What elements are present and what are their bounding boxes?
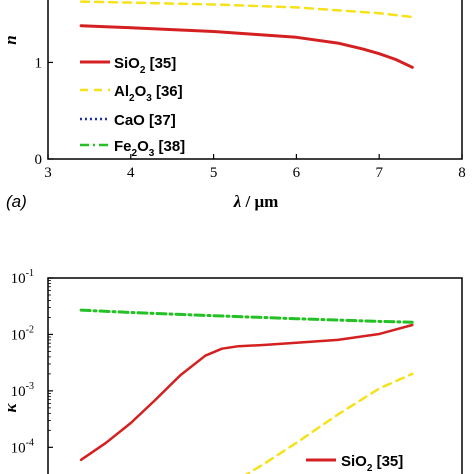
panel-a-frame (47, 0, 463, 160)
legend-entry-sio2: SiO2 [35] (80, 55, 176, 76)
panel-b-series-line-2 (79, 308, 414, 324)
panel-a-xtick-label: 7 (375, 165, 383, 181)
panel-b-plot-lines (79, 308, 414, 474)
legend-b-label-sio2: SiO2 [35] (341, 453, 403, 474)
legend-entry-fe2o3: Fe2O3 [38] (80, 138, 185, 159)
panel-a-series-line-1 (79, 0, 414, 19)
panel-b-legend: SiO2 [35] (306, 453, 403, 474)
legend-entry-al2o3: Al2O3 [36] (80, 83, 183, 104)
panel-a-legend: SiO2 [35] Al2O3 [36] CaO [37] Fe2O3 [38] (80, 55, 185, 159)
panel-b-ytick-label: 10-4 (11, 437, 34, 456)
panel-b-ytick-label: 10-3 (11, 381, 34, 400)
legend-label-cao: CaO [37] (114, 112, 176, 129)
panel-a-ytick-label: 0 (35, 152, 43, 168)
legend-label-al2o3: Al2O3 [36] (114, 83, 183, 104)
legend-label-sio2: SiO2 [35] (114, 55, 176, 76)
panel-a-xtick-label: 5 (210, 165, 218, 181)
panel-a-xtick-label: 6 (293, 165, 301, 181)
panel-a-xtick-label: 8 (458, 165, 466, 181)
panel-b-ytick-label: 10-2 (11, 324, 34, 343)
panel-a-ytick-label: 1 (35, 55, 43, 71)
legend-b-entry-sio2: SiO2 [35] (306, 453, 403, 474)
panel-b-ylabel: κ (1, 403, 20, 413)
panel-b-series-line-1 (244, 372, 414, 474)
panel-a-ylabel: n (1, 35, 20, 44)
panel-a-series-line-0 (79, 24, 414, 69)
panel-a-chart: 3 4 5 6 7 8 0 1 n λ / μm (a) SiO2 [35] Al2O3 [3… (1, 0, 466, 211)
panel-a-xtick-label: 4 (127, 165, 135, 181)
panel-a-tag: (a) (6, 192, 27, 211)
panel-b-frame (47, 277, 463, 474)
panel-a-xlabel: λ / μm (233, 192, 279, 211)
panel-b-chart: 10-1 10-2 10-3 10-4 κ SiO2 [35] (1, 268, 463, 474)
panel-a-xlabel-unit: / μm (241, 192, 278, 211)
panel-b-series-line-0 (79, 323, 414, 462)
legend-entry-cao: CaO [37] (80, 112, 176, 129)
panel-a-xlabel-symbol: λ (233, 192, 242, 211)
panel-a-plot-lines (79, 0, 414, 69)
panel-a-xtick-label: 3 (44, 165, 52, 181)
panel-b-ticks: 10-1 10-2 10-3 10-4 (11, 268, 53, 456)
legend-label-fe2o3: Fe2O3 [38] (114, 138, 185, 159)
panel-b-ytick-label: 10-1 (11, 268, 34, 287)
panel-a-ticks: 3 4 5 6 7 8 0 1 (35, 55, 466, 181)
